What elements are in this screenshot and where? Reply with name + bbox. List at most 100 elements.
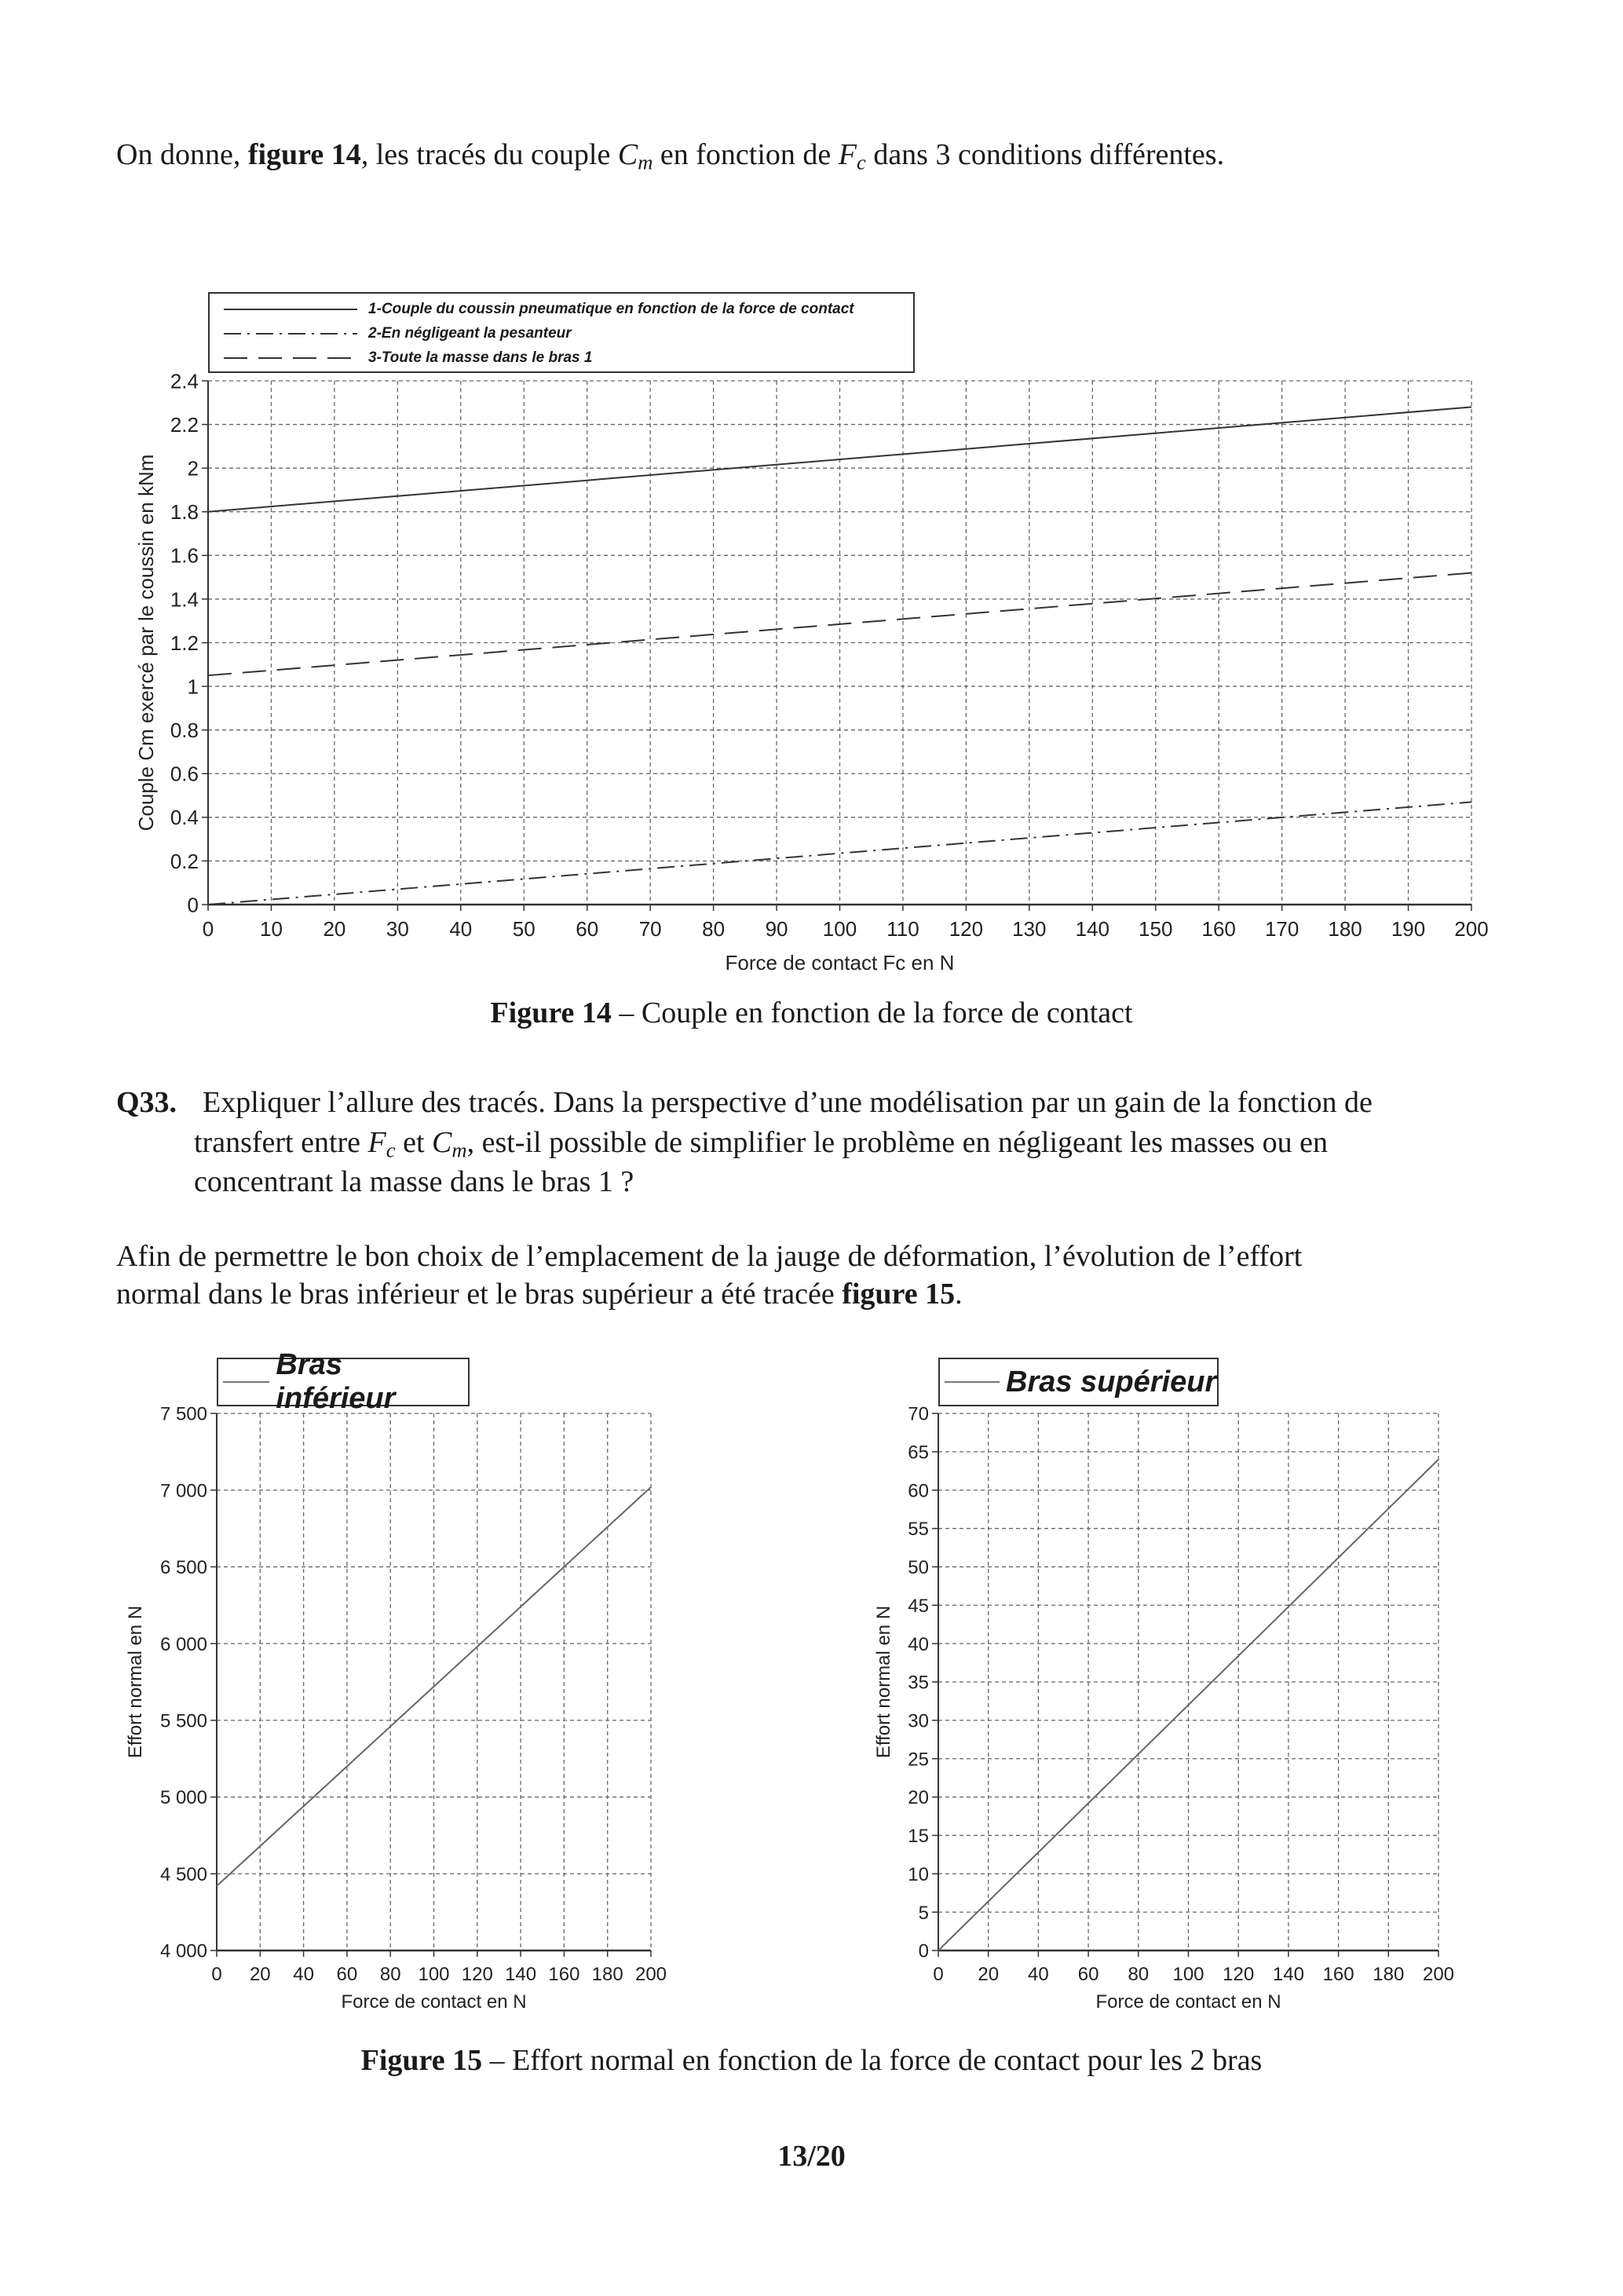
q33-text: , est-il possible de simplifier le probl…: [466, 1126, 1329, 1159]
x-tick-label: 200: [1423, 1964, 1454, 1985]
page-number: 13/20: [777, 2140, 846, 2173]
figure-15-right-legend: Bras supérieur: [938, 1358, 1219, 1406]
y-tick-label: 0.4: [170, 806, 199, 829]
x-tick-label: 130: [1012, 917, 1046, 941]
y-tick-label: 0.6: [170, 762, 199, 786]
cm-symbol: Cm: [618, 138, 653, 174]
figure-14-ref: figure 14: [247, 138, 361, 171]
fc-letter: F: [838, 138, 857, 171]
fc-symbol: Fc: [838, 138, 866, 174]
caption-text: – Effort normal en fonction de la force …: [482, 2044, 1263, 2077]
y-tick-label: 50: [908, 1557, 929, 1578]
fc-sub: c: [857, 150, 866, 174]
x-axis-label: Force de contact en N: [341, 1991, 526, 2013]
x-tick-label: 190: [1391, 917, 1425, 941]
x-tick-label: 180: [1328, 917, 1362, 941]
y-tick-label: 0: [188, 893, 199, 916]
solid-line-swatch: [224, 308, 357, 310]
y-axis-label: Couple Cm exercé par le coussin en kNm: [134, 455, 158, 832]
figure-15-left-legend: Bras inférieur: [217, 1348, 470, 1415]
x-tick-label: 20: [978, 1964, 999, 1985]
x-tick-label: 150: [1139, 917, 1172, 941]
y-tick-label: 1.2: [170, 631, 199, 655]
dashed-line-swatch: [224, 356, 357, 359]
x-tick-label: 80: [702, 917, 725, 941]
cm-letter: C: [432, 1126, 452, 1159]
x-tick-label: 40: [1028, 1964, 1049, 1985]
x-tick-label: 60: [337, 1964, 358, 1985]
x-tick-label: 180: [592, 1964, 623, 1985]
y-tick-label: 20: [908, 1787, 929, 1808]
y-tick-label: 35: [908, 1673, 929, 1694]
y-tick-label: 40: [908, 1634, 929, 1655]
series-line-1: [207, 406, 1472, 513]
x-tick-label: 0: [203, 917, 214, 941]
x-tick-label: 140: [505, 1964, 536, 1985]
figure-15-ref: figure 15: [842, 1278, 956, 1311]
intro-mid: , les tracés du couple: [360, 138, 618, 171]
x-tick-label: 10: [260, 917, 283, 941]
x-tick-label: 80: [380, 1964, 401, 1985]
x-tick-label: 170: [1265, 917, 1299, 941]
series-line-3: [207, 572, 1472, 677]
y-tick-label: 15: [908, 1826, 929, 1847]
intro-text: On donne, figure 14, les tracés du coupl…: [116, 135, 1224, 182]
x-tick-label: 0: [211, 1964, 221, 1985]
x-tick-label: 160: [1202, 917, 1236, 941]
x-tick-label: 200: [1454, 917, 1488, 941]
y-tick-label: 70: [908, 1404, 929, 1425]
y-tick-label: 65: [908, 1442, 929, 1463]
caption-text: – Couple en fonction de la force de cont…: [611, 996, 1133, 1029]
y-tick-label: 7 000: [160, 1480, 207, 1501]
fc-letter: F: [367, 1126, 386, 1159]
legend-label: Bras inférieur: [276, 1348, 396, 1415]
x-tick-label: 80: [1128, 1964, 1149, 1985]
y-tick-label: 0.2: [170, 850, 199, 873]
x-tick-label: 30: [386, 917, 409, 941]
solid-line-swatch: [945, 1381, 1000, 1383]
x-tick-label: 140: [1273, 1964, 1304, 1985]
legend-label: 3-Toute la masse dans le bras 1: [368, 349, 593, 366]
y-tick-label: 10: [908, 1864, 929, 1885]
fc-sub: c: [386, 1138, 396, 1162]
y-tick-label: 60: [908, 1480, 929, 1501]
x-tick-label: 20: [323, 917, 345, 941]
x-tick-label: 100: [418, 1964, 449, 1985]
y-tick-label: 2.2: [170, 413, 199, 437]
y-tick-label: 1.6: [170, 544, 199, 568]
legend-label: 1-Couple du coussin pneumatique en fonct…: [368, 300, 854, 317]
cm-symbol: Cm: [432, 1126, 467, 1162]
y-tick-label: 6 000: [160, 1634, 207, 1655]
y-tick-label: 55: [908, 1519, 929, 1540]
x-tick-label: 60: [1078, 1964, 1099, 1985]
x-tick-label: 100: [1172, 1964, 1204, 1985]
y-tick-label: 25: [908, 1749, 929, 1770]
legend-item-2: 2-En négligeant la pesanteur: [210, 321, 913, 345]
solid-line-swatch: [223, 1381, 270, 1383]
x-axis-label: Force de contact en N: [1095, 1991, 1281, 2013]
y-tick-label: 7 500: [160, 1404, 207, 1425]
intro-prefix: On donne,: [116, 138, 248, 171]
x-tick-label: 110: [886, 917, 919, 941]
figure-15-caption: Figure 15 – Effort normal en fonction de…: [0, 2043, 1623, 2078]
x-tick-label: 120: [462, 1964, 493, 1985]
fc-symbol: Fc: [367, 1126, 396, 1162]
paragraph-line-1: Afin de permettre le bon choix de l’empl…: [116, 1240, 1303, 1273]
x-tick-label: 20: [250, 1964, 271, 1985]
legend-label: Bras supérieur: [1006, 1365, 1217, 1398]
x-tick-label: 70: [639, 917, 662, 941]
x-tick-label: 40: [449, 917, 472, 941]
x-tick-label: 40: [293, 1964, 314, 1985]
y-tick-label: 1.8: [170, 500, 199, 524]
q33-label: Q33.: [116, 1086, 177, 1119]
dash-dot-line-swatch: [224, 332, 357, 335]
x-tick-label: 160: [1323, 1964, 1354, 1985]
y-axis-label: Effort normal en N: [873, 1606, 894, 1758]
question-number: Q33.: [116, 1083, 177, 1122]
y-tick-label: 1.4: [170, 587, 199, 611]
paragraph-line-2: normal dans le bras inférieur et le bras…: [116, 1274, 963, 1314]
series-line-1: [216, 1486, 652, 1887]
y-tick-label: 0.8: [170, 718, 199, 742]
